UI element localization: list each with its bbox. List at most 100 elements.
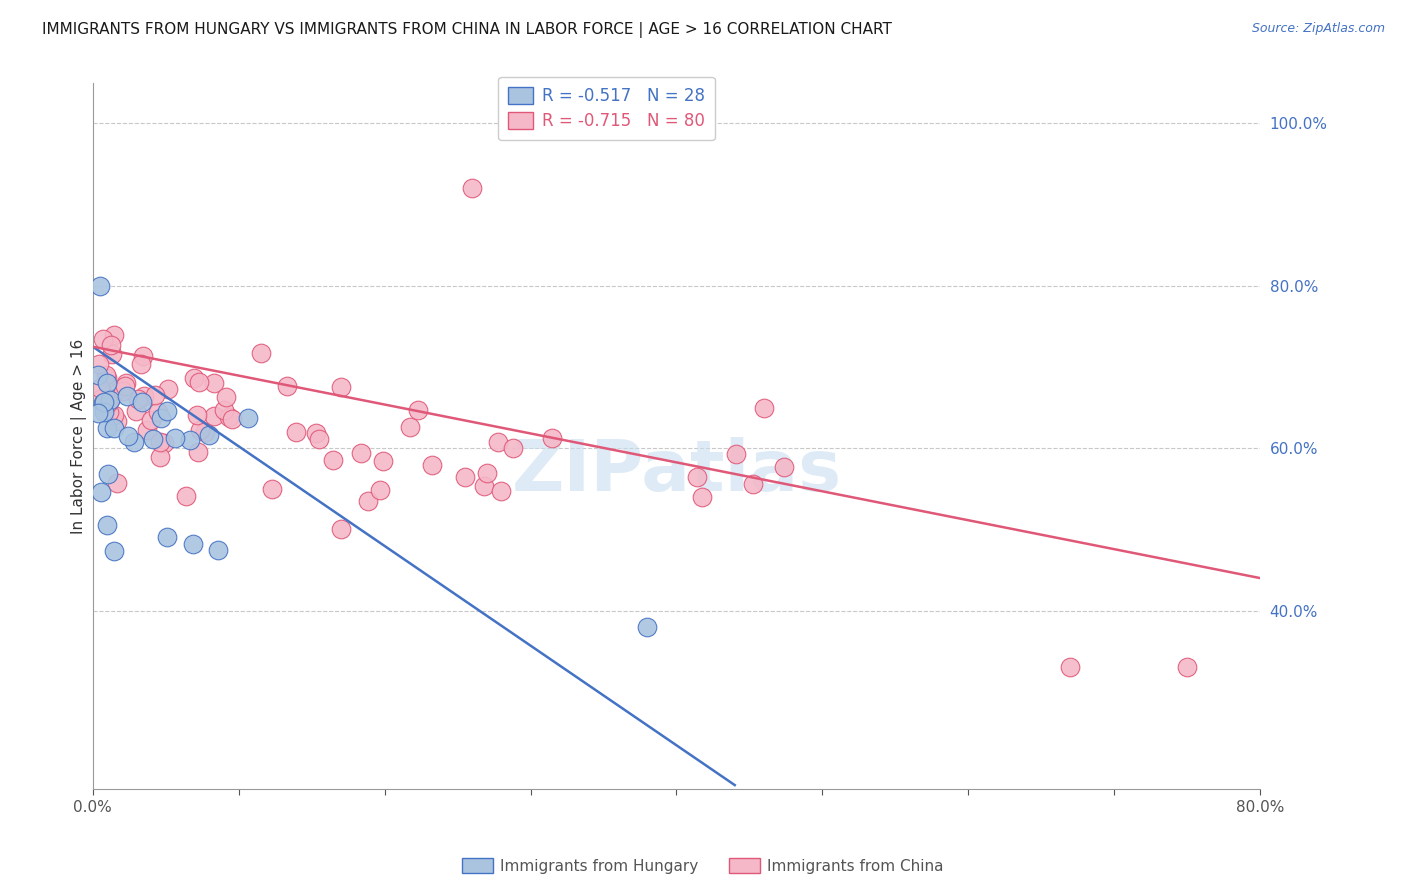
Point <box>153 436 176 450</box>
Point <box>149 435 172 450</box>
Point <box>115 389 138 403</box>
Point <box>97 467 120 482</box>
Point <box>93 394 115 409</box>
Point <box>194 425 217 439</box>
Point <box>373 454 395 468</box>
Point <box>100 391 122 405</box>
Point <box>305 426 328 441</box>
Point <box>486 435 509 450</box>
Point <box>183 371 205 385</box>
Text: ZIPatlas: ZIPatlas <box>512 437 841 506</box>
Point <box>135 423 157 437</box>
Point <box>187 445 209 459</box>
Point <box>308 432 330 446</box>
Point <box>636 620 658 634</box>
Point <box>96 421 118 435</box>
Point <box>149 450 172 464</box>
Point <box>101 346 124 360</box>
Point <box>420 458 443 472</box>
Point <box>692 490 714 504</box>
Point <box>322 452 344 467</box>
Point <box>202 409 225 424</box>
Point <box>122 435 145 450</box>
Point <box>475 466 498 480</box>
Point <box>87 405 110 419</box>
Point <box>105 414 128 428</box>
Point <box>221 411 243 425</box>
Point <box>100 338 122 352</box>
Point <box>96 371 118 385</box>
Point <box>188 423 211 437</box>
Point <box>89 278 111 293</box>
Point <box>285 425 308 440</box>
Point <box>90 484 112 499</box>
Point <box>132 350 155 364</box>
Point <box>156 382 179 396</box>
Point <box>143 388 166 402</box>
Point <box>114 376 136 390</box>
Point <box>218 409 240 424</box>
Point <box>89 381 111 395</box>
Point <box>91 332 114 346</box>
Point <box>1175 660 1198 674</box>
Point <box>461 181 484 195</box>
Point <box>103 544 125 558</box>
Point <box>117 429 139 443</box>
Point <box>125 404 148 418</box>
Point <box>472 479 495 493</box>
Point <box>97 396 120 410</box>
Point <box>399 420 422 434</box>
Point <box>93 405 115 419</box>
Point <box>132 389 155 403</box>
Point <box>127 392 149 407</box>
Point <box>772 460 794 475</box>
Point <box>103 328 125 343</box>
Point <box>502 442 524 456</box>
Point <box>103 420 125 434</box>
Point <box>156 404 179 418</box>
Point <box>752 401 775 415</box>
Point <box>96 368 118 382</box>
Point <box>198 427 221 442</box>
Point <box>215 390 238 404</box>
Y-axis label: In Labor Force | Age > 16: In Labor Force | Age > 16 <box>72 338 87 533</box>
Point <box>142 432 165 446</box>
Point <box>105 475 128 490</box>
Point <box>96 376 118 390</box>
Point <box>98 393 121 408</box>
Point <box>156 530 179 544</box>
Point <box>163 431 186 445</box>
Point <box>742 476 765 491</box>
Point <box>181 537 204 551</box>
Point <box>489 483 512 498</box>
Point <box>179 434 201 448</box>
Point <box>114 379 136 393</box>
Text: Source: ZipAtlas.com: Source: ZipAtlas.com <box>1251 22 1385 36</box>
Point <box>370 483 392 497</box>
Point <box>187 376 209 390</box>
Legend: R = -0.517   N = 28, R = -0.715   N = 80: R = -0.517 N = 28, R = -0.715 N = 80 <box>498 77 714 140</box>
Point <box>174 489 197 503</box>
Point <box>408 403 430 417</box>
Point <box>87 368 110 382</box>
Point <box>1059 660 1081 674</box>
Point <box>329 522 352 536</box>
Point <box>139 413 162 427</box>
Point <box>131 395 153 409</box>
Point <box>96 518 118 533</box>
Point <box>357 494 380 508</box>
Point <box>276 378 298 392</box>
Point <box>91 395 114 409</box>
Point <box>146 404 169 418</box>
Point <box>186 409 208 423</box>
Point <box>212 403 235 417</box>
Point <box>262 482 284 496</box>
Point <box>89 392 111 406</box>
Point <box>89 357 111 371</box>
Point <box>236 410 259 425</box>
Point <box>350 446 373 460</box>
Point <box>207 543 229 558</box>
Point <box>329 380 352 394</box>
Point <box>724 447 747 461</box>
Point <box>540 431 562 445</box>
